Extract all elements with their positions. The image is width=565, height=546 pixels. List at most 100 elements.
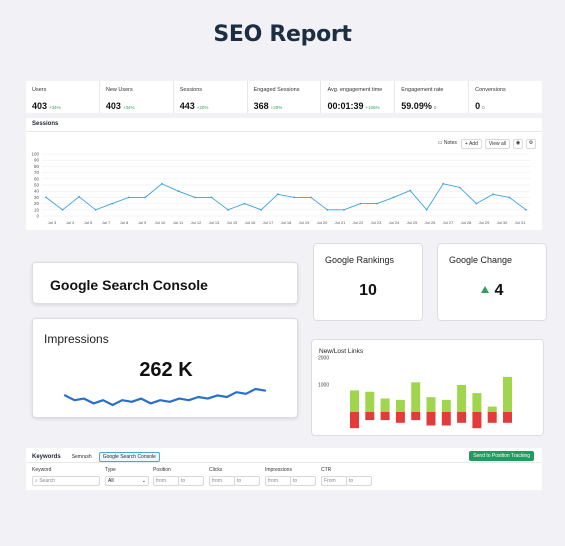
- filter-ctr: CTR From to: [321, 467, 372, 486]
- filter-label: Position: [153, 467, 171, 473]
- google-change-card: Google Change 4: [437, 243, 547, 321]
- metric-label: Conversions: [475, 87, 506, 93]
- data-point: [194, 196, 196, 199]
- data-point: [376, 202, 378, 205]
- data-point: [78, 195, 81, 198]
- search-icon: ⌕: [35, 478, 38, 484]
- data-point: [442, 182, 445, 185]
- data-point: [293, 196, 296, 199]
- data-point: [475, 202, 478, 205]
- metric-avg-engagement-time[interactable]: Avg. engagement time 00:01:39 +106%: [321, 81, 396, 113]
- metric-engaged-sessions[interactable]: Engaged Sessions 368 +20%: [248, 81, 322, 113]
- x-tick-label: Jul 19: [299, 220, 310, 225]
- data-point: [409, 189, 412, 192]
- y-tick-label: 0: [36, 214, 39, 219]
- sessions-series-line: [45, 183, 527, 211]
- data-point: [425, 208, 428, 211]
- y-tick-label: 70: [34, 170, 40, 175]
- data-point: [525, 208, 527, 211]
- data-point: [508, 196, 511, 199]
- data-point: [127, 196, 130, 199]
- data-point: [276, 193, 279, 196]
- y-tick-label: 30: [34, 195, 40, 200]
- x-tick-label: Jul 17: [263, 220, 274, 225]
- search-placeholder: Search: [39, 478, 56, 484]
- metric-value: 443: [179, 101, 195, 111]
- filter-clicks: Clicks from to: [209, 467, 260, 486]
- data-point: [210, 196, 213, 199]
- settings-icon[interactable]: ⚙: [526, 139, 536, 149]
- new-links-bar: [503, 376, 512, 412]
- y-tick-label: 100: [31, 152, 39, 157]
- x-tick-label: Jul 29: [479, 220, 490, 225]
- y-tick-label: 40: [34, 189, 40, 194]
- x-tick-label: Jul 11: [173, 220, 184, 225]
- x-tick-label: Jul 26: [425, 220, 436, 225]
- data-point: [392, 196, 395, 199]
- links-label: New/Lost Links: [319, 348, 364, 355]
- tab-google-search-console[interactable]: Google Search Console: [98, 452, 160, 462]
- y-tick-label: 2000: [318, 356, 329, 362]
- data-point: [260, 208, 263, 211]
- filter-label: Impressions: [265, 467, 292, 473]
- lost-links-bar: [441, 412, 451, 426]
- divider: [26, 462, 542, 463]
- new-links-bar: [441, 399, 451, 412]
- metric-delta: +106%: [365, 105, 380, 110]
- position-to-input[interactable]: to: [178, 476, 204, 486]
- data-point: [227, 208, 229, 211]
- metric-delta: +20%: [196, 105, 209, 110]
- chevron-down-icon: ⌄: [141, 478, 146, 484]
- keywords-panel: Keywords Semrush Google Search Console S…: [26, 448, 542, 490]
- metric-label: Users: [32, 87, 47, 93]
- data-point: [160, 182, 163, 185]
- new-links-bar: [472, 393, 482, 412]
- eye-icon[interactable]: ◉: [513, 139, 523, 149]
- clicks-to-input[interactable]: to: [234, 476, 260, 486]
- sessions-toolbar: ▭ Notes + Add View all ◉ ⚙: [436, 139, 536, 149]
- x-tick-label: Jul 9: [138, 220, 147, 225]
- keyword-search-input[interactable]: ⌕ Search: [32, 476, 100, 486]
- impressions-value: 262 K: [139, 359, 193, 381]
- type-select[interactable]: All ⌄: [105, 476, 149, 486]
- lost-links-bar: [503, 412, 512, 423]
- lost-links-bar: [365, 412, 375, 421]
- view-all-button[interactable]: View all: [484, 139, 510, 149]
- impressions-from-input[interactable]: from: [265, 476, 291, 486]
- metric-delta: 0: [482, 105, 485, 110]
- x-tick-label: Jul 16: [245, 220, 256, 225]
- metric-engagement-rate[interactable]: Engagement rate 59.09% 0: [395, 81, 470, 113]
- filter-position: Position from to: [153, 467, 204, 486]
- new-links-bar: [411, 382, 421, 412]
- impressions-sparkline: [63, 387, 267, 407]
- metric-new-users[interactable]: New Users 403 +34%: [100, 81, 174, 113]
- position-from-input[interactable]: from: [153, 476, 179, 486]
- notes-button[interactable]: ▭ Notes: [436, 139, 458, 149]
- y-tick-label: 90: [34, 158, 40, 163]
- x-tick-label: Jul 27: [443, 220, 454, 225]
- lost-links-bar: [350, 412, 359, 429]
- new-links-bar: [395, 399, 405, 412]
- clicks-from-input[interactable]: from: [209, 476, 235, 486]
- impressions-to-input[interactable]: to: [290, 476, 316, 486]
- add-note-button[interactable]: + Add: [460, 139, 482, 149]
- filter-impressions: Impressions from to: [265, 467, 316, 486]
- new-links-bar: [380, 398, 390, 412]
- y-tick-label: 20: [34, 201, 40, 206]
- tab-semrush[interactable]: Semrush: [71, 454, 92, 460]
- data-point: [343, 208, 345, 211]
- lost-links-bar: [457, 412, 467, 423]
- ctr-from-input[interactable]: From: [321, 476, 347, 486]
- metric-users[interactable]: Users 403 +34%: [26, 81, 100, 113]
- ctr-to-input[interactable]: to: [346, 476, 372, 486]
- metric-delta: 0: [433, 105, 437, 110]
- lost-links-bar: [487, 412, 497, 423]
- data-point: [243, 202, 246, 205]
- metric-delta: +34%: [122, 105, 135, 110]
- y-tick-label: 1000: [318, 383, 329, 389]
- send-to-position-tracking-button[interactable]: Send to Position Tracking: [469, 451, 534, 461]
- metric-sessions[interactable]: Sessions 443 +20%: [174, 81, 248, 113]
- filter-keyword: Keyword ⌕ Search: [32, 467, 100, 486]
